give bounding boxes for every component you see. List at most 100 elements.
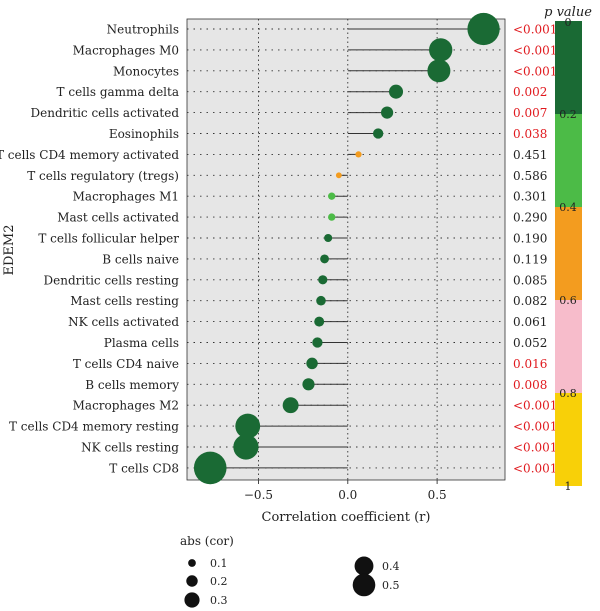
- y-axis-title: EDEM2: [2, 225, 17, 276]
- category-label-3: T cells gamma delta: [57, 85, 179, 99]
- lollipop-dots: [193, 12, 500, 485]
- colorbar-tick-label-1: 0.2: [559, 108, 577, 121]
- colorbar-tick-label-2: 0.4: [559, 201, 577, 214]
- p-label-5: 0.038: [513, 127, 547, 141]
- dot-9: [328, 213, 336, 221]
- x-tick-label-2: 0.5: [428, 488, 447, 502]
- p-label-13: 0.082: [513, 294, 547, 308]
- p-label-21: <0.001: [513, 461, 557, 475]
- dot-7: [335, 172, 342, 179]
- category-label-20: NK cells resting: [81, 441, 179, 455]
- category-label-21: T cells CD8: [109, 461, 179, 475]
- category-label-7: T cells regulatory (tregs): [27, 169, 179, 183]
- dot-13: [316, 295, 326, 306]
- category-label-2: Monocytes: [113, 64, 179, 78]
- dot-11: [320, 254, 329, 264]
- dot-20: [233, 434, 259, 460]
- colorbar-tick-label-5: 1: [565, 480, 572, 493]
- dot-16: [306, 357, 318, 370]
- category-label-17: B cells memory: [85, 378, 179, 392]
- p-label-16: 0.016: [513, 357, 547, 371]
- dot-3: [389, 84, 404, 99]
- x-axis-title: Correlation coefficient (r): [262, 510, 431, 525]
- size-legend-dot-0: [188, 559, 196, 567]
- category-label-4: Dendritic cells activated: [31, 106, 180, 120]
- p-value-colorbar: 0 0.2 0.4 0.6 0.8 1: [555, 16, 582, 493]
- dot-19: [235, 413, 261, 439]
- colorbar-bin-2: [555, 207, 582, 300]
- size-legend-dot-3: [354, 556, 374, 576]
- p-label-6: 0.451: [513, 148, 547, 162]
- p-label-15: 0.052: [513, 336, 547, 350]
- p-label-7: 0.586: [513, 169, 547, 183]
- colorbar-title: p value: [544, 5, 592, 20]
- category-labels: Neutrophils Macrophages M0 Monocytes T cell…: [0, 23, 179, 476]
- p-label-11: 0.119: [513, 252, 547, 266]
- p-label-12: 0.085: [513, 273, 547, 287]
- p-label-10: 0.190: [513, 232, 547, 246]
- dot-5: [372, 128, 384, 139]
- dot-14: [314, 316, 325, 327]
- category-label-14: NK cells activated: [68, 315, 179, 329]
- category-label-15: Plasma cells: [104, 336, 179, 350]
- colorbar-bin-3: [555, 300, 582, 393]
- x-axis: −0.5 0.0 0.5: [244, 480, 447, 502]
- p-label-18: <0.001: [513, 399, 557, 413]
- p-label-8: 0.301: [513, 190, 547, 204]
- dot-1: [429, 38, 453, 62]
- category-label-0: Neutrophils: [107, 23, 179, 37]
- category-label-8: Macrophages M1: [73, 190, 179, 204]
- size-legend-label-2: 0.3: [210, 594, 228, 607]
- category-label-16: T cells CD4 naive: [73, 357, 179, 371]
- p-label-3: 0.002: [513, 85, 547, 99]
- dot-2: [427, 59, 451, 83]
- dot-21: [193, 451, 227, 485]
- colorbar-tick-label-4: 0.8: [559, 387, 577, 400]
- p-label-1: <0.001: [513, 43, 557, 57]
- p-label-17: 0.008: [513, 378, 547, 392]
- dot-0: [467, 12, 500, 46]
- category-label-13: Mast cells resting: [70, 294, 179, 308]
- category-label-10: T cells follicular helper: [38, 232, 179, 246]
- x-tick-label-0: −0.5: [244, 488, 273, 502]
- x-tick-label-1: 0.0: [338, 488, 357, 502]
- lollipop-stems: [210, 28, 484, 469]
- colorbar-bin-0: [555, 21, 582, 114]
- category-label-18: Macrophages M2: [73, 399, 179, 413]
- size-legend-label-0: 0.1: [210, 557, 228, 570]
- p-label-14: 0.061: [513, 315, 547, 329]
- dot-17: [302, 378, 315, 391]
- category-label-5: Eosinophils: [109, 127, 179, 141]
- plot-panel: [186, 18, 506, 481]
- category-label-9: Mast cells activated: [57, 211, 179, 225]
- category-label-1: Macrophages M0: [73, 43, 179, 57]
- category-label-6: T cells CD4 memory activated: [0, 148, 179, 162]
- category-label-11: B cells naive: [102, 252, 179, 266]
- dot-8: [328, 192, 336, 200]
- dot-6: [355, 151, 362, 158]
- category-label-19: T cells CD4 memory resting: [9, 420, 179, 434]
- colorbar-bin-1: [555, 114, 582, 207]
- colorbar-tick-label-0: 0: [565, 16, 572, 29]
- dot-4: [380, 106, 394, 119]
- dot-15: [312, 337, 323, 348]
- p-label-2: <0.001: [513, 64, 557, 78]
- size-legend-label-4: 0.5: [382, 579, 400, 592]
- p-label-0: <0.001: [513, 23, 557, 37]
- colorbar-bin-4: [555, 393, 582, 486]
- category-label-12: Dendritic cells resting: [44, 273, 180, 287]
- colorbar-tick-label-3: 0.6: [559, 294, 577, 307]
- size-legend-dot-2: [184, 592, 200, 608]
- p-label-4: 0.007: [513, 106, 547, 120]
- p-value-labels: <0.001 <0.001 <0.001 0.002 0.007 0.038 0.451 0.…: [513, 23, 557, 476]
- size-legend-title: abs (cor): [180, 534, 234, 548]
- size-legend-dot-1: [186, 575, 198, 587]
- dot-12: [318, 275, 328, 285]
- size-legend-label-3: 0.4: [382, 560, 400, 573]
- dot-18: [282, 397, 299, 414]
- p-label-9: 0.290: [513, 211, 547, 225]
- p-label-19: <0.001: [513, 420, 557, 434]
- dot-10: [324, 233, 333, 243]
- p-label-20: <0.001: [513, 441, 557, 455]
